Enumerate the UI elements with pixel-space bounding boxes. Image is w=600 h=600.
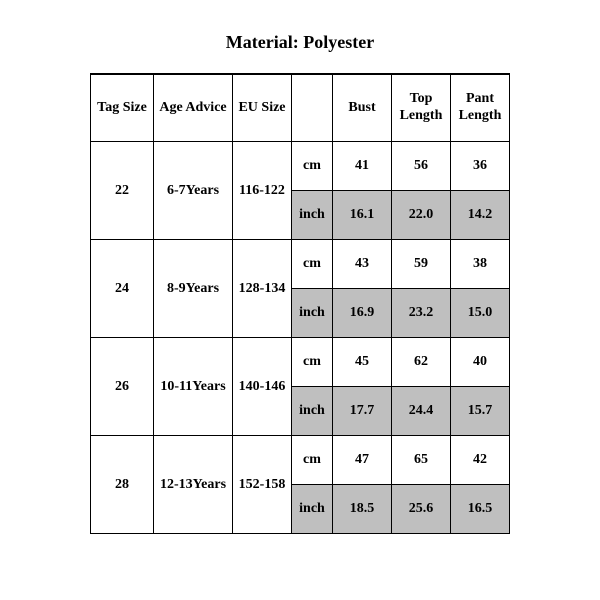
table-row: 22 6-7Years 116-122 cm 41 56 36 (91, 142, 510, 191)
cell-bust: 16.9 (333, 289, 392, 338)
col-bust: Bust (333, 74, 392, 142)
cell-eu-size: 128-134 (233, 240, 292, 338)
col-unit (292, 74, 333, 142)
cell-bust: 43 (333, 240, 392, 289)
cell-top: 56 (392, 142, 451, 191)
cell-bust: 41 (333, 142, 392, 191)
col-eu-size: EU Size (233, 74, 292, 142)
cell-unit-cm: cm (292, 436, 333, 485)
cell-pant: 16.5 (451, 485, 510, 534)
table-header-row: Tag Size Age Advice EU Size Bust Top Len… (91, 74, 510, 142)
cell-bust: 16.1 (333, 191, 392, 240)
cell-top: 25.6 (392, 485, 451, 534)
cell-age-advice: 8-9Years (154, 240, 233, 338)
cell-unit-inch: inch (292, 485, 333, 534)
cell-tag-size: 24 (91, 240, 154, 338)
cell-pant: 15.0 (451, 289, 510, 338)
cell-bust: 47 (333, 436, 392, 485)
cell-top: 62 (392, 338, 451, 387)
table-row: 26 10-11Years 140-146 cm 45 62 40 (91, 338, 510, 387)
size-table: Tag Size Age Advice EU Size Bust Top Len… (90, 73, 510, 534)
cell-pant: 40 (451, 338, 510, 387)
cell-unit-inch: inch (292, 387, 333, 436)
cell-top: 23.2 (392, 289, 451, 338)
cell-unit-cm: cm (292, 240, 333, 289)
page-title: Material: Polyester (0, 0, 600, 73)
cell-bust: 45 (333, 338, 392, 387)
cell-pant: 14.2 (451, 191, 510, 240)
cell-eu-size: 140-146 (233, 338, 292, 436)
col-tag-size: Tag Size (91, 74, 154, 142)
col-age-advice: Age Advice (154, 74, 233, 142)
cell-tag-size: 22 (91, 142, 154, 240)
cell-eu-size: 116-122 (233, 142, 292, 240)
cell-top: 65 (392, 436, 451, 485)
table-row: 28 12-13Years 152-158 cm 47 65 42 (91, 436, 510, 485)
cell-age-advice: 6-7Years (154, 142, 233, 240)
cell-unit-inch: inch (292, 191, 333, 240)
cell-pant: 36 (451, 142, 510, 191)
cell-bust: 17.7 (333, 387, 392, 436)
cell-bust: 18.5 (333, 485, 392, 534)
col-pant-length: Pant Length (451, 74, 510, 142)
cell-unit-cm: cm (292, 142, 333, 191)
cell-eu-size: 152-158 (233, 436, 292, 534)
cell-tag-size: 28 (91, 436, 154, 534)
cell-top: 24.4 (392, 387, 451, 436)
cell-pant: 38 (451, 240, 510, 289)
cell-top: 59 (392, 240, 451, 289)
cell-pant: 42 (451, 436, 510, 485)
col-top-length: Top Length (392, 74, 451, 142)
cell-tag-size: 26 (91, 338, 154, 436)
table-row: 24 8-9Years 128-134 cm 43 59 38 (91, 240, 510, 289)
cell-unit-inch: inch (292, 289, 333, 338)
cell-unit-cm: cm (292, 338, 333, 387)
table-body: 22 6-7Years 116-122 cm 41 56 36 inch 16.… (91, 142, 510, 534)
cell-age-advice: 12-13Years (154, 436, 233, 534)
cell-age-advice: 10-11Years (154, 338, 233, 436)
cell-top: 22.0 (392, 191, 451, 240)
cell-pant: 15.7 (451, 387, 510, 436)
